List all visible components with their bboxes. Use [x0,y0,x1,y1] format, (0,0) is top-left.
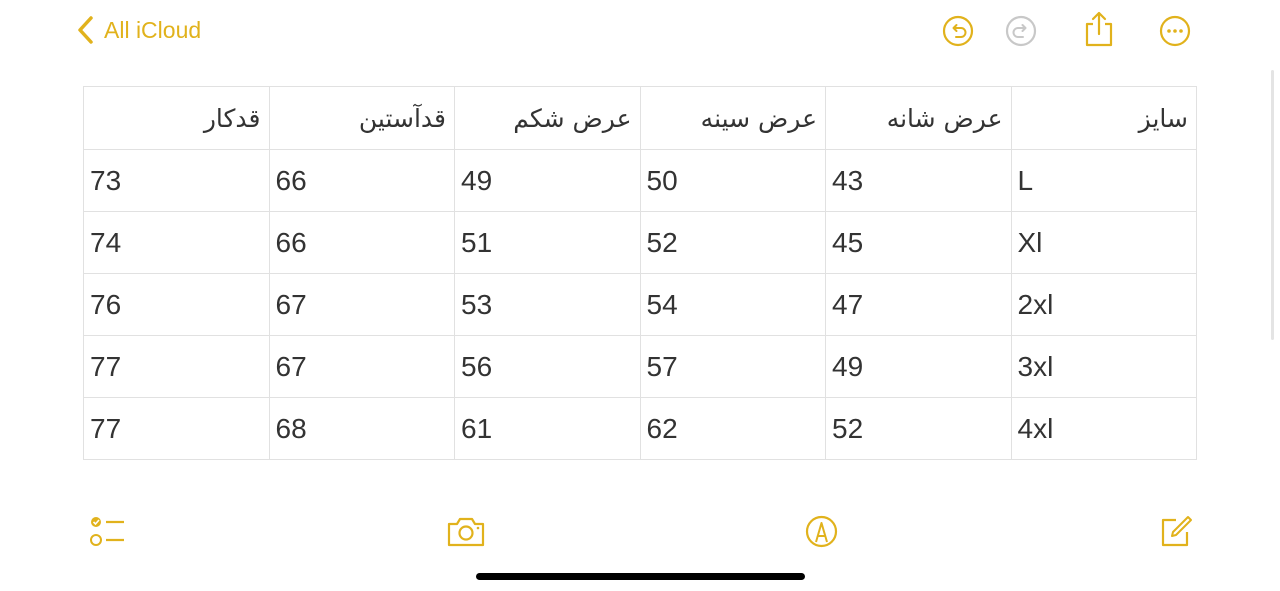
table-cell[interactable]: L [1010,149,1197,212]
scrollbar[interactable] [1271,70,1274,340]
table-row: L 43 50 49 66 73 [83,149,1197,212]
column-header: عرض سینه [639,86,826,150]
camera-icon[interactable] [447,516,485,547]
table-cell[interactable]: 66 [268,211,455,274]
table-cell[interactable]: 2xl [1010,273,1197,336]
chevron-left-icon [78,16,93,44]
table-cell[interactable]: 47 [825,273,1012,336]
table-cell[interactable]: 49 [454,149,641,212]
column-header: قدآستین [268,86,455,150]
table-cell[interactable]: 4xl [1010,397,1197,460]
back-button[interactable]: All iCloud [76,14,201,46]
table-row: 4xl 52 62 61 68 77 [83,397,1197,460]
column-header: عرض شانه [825,86,1012,150]
table-row: 3xl 49 57 56 67 77 [83,335,1197,398]
table-cell[interactable]: 57 [639,335,826,398]
table-cell[interactable]: 50 [639,149,826,212]
table-cell[interactable]: 67 [268,273,455,336]
column-header: قدکار [83,86,270,150]
table-header-row: سایز عرض شانه عرض سینه عرض شکم قدآستین قدکار [83,86,1197,150]
table-cell[interactable]: 68 [268,397,455,460]
table-cell[interactable]: 61 [454,397,641,460]
table-cell[interactable]: 77 [83,335,270,398]
table-cell[interactable]: 43 [825,149,1012,212]
more-icon[interactable] [1159,15,1191,47]
table-row: Xl 45 52 51 66 74 [83,211,1197,274]
size-table: سایز عرض شانه عرض سینه عرض شکم قدآستین قدکار … [83,86,1197,460]
table-row: 2xl 47 54 53 67 76 [83,273,1197,336]
markup-icon[interactable] [805,515,838,548]
redo-icon[interactable] [1005,15,1037,47]
back-label: All iCloud [104,16,202,43]
table-cell[interactable]: 45 [825,211,1012,274]
table-cell[interactable]: 56 [454,335,641,398]
table-cell[interactable]: Xl [1010,211,1197,274]
checklist-icon[interactable] [89,515,125,549]
table-cell[interactable]: 49 [825,335,1012,398]
table-cell[interactable]: 51 [454,211,641,274]
table-cell[interactable]: 52 [825,397,1012,460]
undo-icon[interactable] [942,15,974,47]
table-cell[interactable]: 62 [639,397,826,460]
table-cell[interactable]: 73 [83,149,270,212]
column-header: عرض شکم [454,86,641,150]
table-cell[interactable]: 3xl [1010,335,1197,398]
column-header: سایز [1010,86,1197,150]
table-cell[interactable]: 67 [268,335,455,398]
table-cell[interactable]: 76 [83,273,270,336]
table-cell[interactable]: 53 [454,273,641,336]
table-cell[interactable]: 66 [268,149,455,212]
table-cell[interactable]: 54 [639,273,826,336]
share-icon[interactable] [1084,10,1114,48]
table-cell[interactable]: 77 [83,397,270,460]
compose-icon[interactable] [1159,514,1193,548]
table-cell[interactable]: 52 [639,211,826,274]
table-cell[interactable]: 74 [83,211,270,274]
home-indicator[interactable] [476,573,805,580]
